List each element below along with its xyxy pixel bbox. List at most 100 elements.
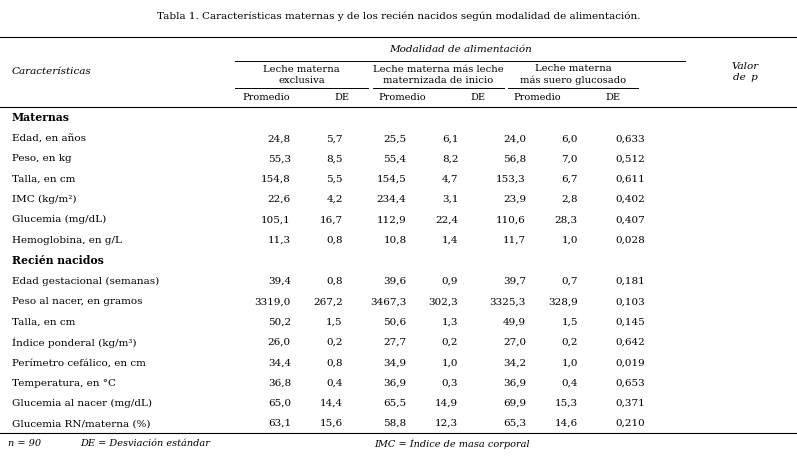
Text: 234,4: 234,4 <box>377 195 406 204</box>
Text: 105,1: 105,1 <box>261 215 291 225</box>
Text: 0,019: 0,019 <box>616 358 646 367</box>
Text: Promedio: Promedio <box>242 93 289 102</box>
Text: 4,2: 4,2 <box>326 195 343 204</box>
Text: 36,9: 36,9 <box>383 378 406 388</box>
Text: 36,8: 36,8 <box>268 378 291 388</box>
Text: 24,8: 24,8 <box>268 134 291 143</box>
Text: Peso, en kg: Peso, en kg <box>12 154 72 164</box>
Text: 5,5: 5,5 <box>326 175 343 184</box>
Text: 1,0: 1,0 <box>561 236 578 245</box>
Text: 69,9: 69,9 <box>503 399 526 408</box>
Text: 0,8: 0,8 <box>326 358 343 367</box>
Text: 24,0: 24,0 <box>503 134 526 143</box>
Text: 63,1: 63,1 <box>268 419 291 428</box>
Text: IMC (kg/m²): IMC (kg/m²) <box>12 195 77 204</box>
Text: 0,407: 0,407 <box>616 215 646 225</box>
Text: Leche materna más leche
maternizada de inicio: Leche materna más leche maternizada de i… <box>373 65 504 84</box>
Text: 39,4: 39,4 <box>268 277 291 286</box>
Text: 12,3: 12,3 <box>435 419 458 428</box>
Text: 0,3: 0,3 <box>442 378 458 388</box>
Text: 3325,3: 3325,3 <box>489 297 526 307</box>
Text: 55,3: 55,3 <box>268 154 291 164</box>
Text: 26,0: 26,0 <box>268 338 291 347</box>
Text: 28,3: 28,3 <box>555 215 578 225</box>
Text: 39,6: 39,6 <box>383 277 406 286</box>
Text: 56,8: 56,8 <box>503 154 526 164</box>
Text: 6,7: 6,7 <box>561 175 578 184</box>
Text: 3467,3: 3467,3 <box>370 297 406 307</box>
Text: 0,2: 0,2 <box>561 338 578 347</box>
Text: DE = Desviación estándar: DE = Desviación estándar <box>80 439 210 448</box>
Text: 15,6: 15,6 <box>320 419 343 428</box>
Text: 267,2: 267,2 <box>313 297 343 307</box>
Text: 23,9: 23,9 <box>503 195 526 204</box>
Text: 49,9: 49,9 <box>503 318 526 327</box>
Text: 0,512: 0,512 <box>616 154 646 164</box>
Text: 0,2: 0,2 <box>442 338 458 347</box>
Text: 0,145: 0,145 <box>616 318 646 327</box>
Text: 1,0: 1,0 <box>442 358 458 367</box>
Text: Leche materna
exclusiva: Leche materna exclusiva <box>263 65 340 84</box>
Text: 4,7: 4,7 <box>442 175 458 184</box>
Text: 0,4: 0,4 <box>561 378 578 388</box>
Text: 0,210: 0,210 <box>616 419 646 428</box>
Text: Modalidad de alimentación: Modalidad de alimentación <box>389 45 532 54</box>
Text: 8,5: 8,5 <box>326 154 343 164</box>
Text: 65,0: 65,0 <box>268 399 291 408</box>
Text: 58,8: 58,8 <box>383 419 406 428</box>
Text: 39,7: 39,7 <box>503 277 526 286</box>
Text: 6,0: 6,0 <box>561 134 578 143</box>
Text: 112,9: 112,9 <box>377 215 406 225</box>
Text: n = 90: n = 90 <box>8 439 41 448</box>
Text: 1,5: 1,5 <box>326 318 343 327</box>
Text: 0,8: 0,8 <box>326 277 343 286</box>
Text: 1,5: 1,5 <box>561 318 578 327</box>
Text: 0,028: 0,028 <box>616 236 646 245</box>
Text: 328,9: 328,9 <box>548 297 578 307</box>
Text: 0,9: 0,9 <box>442 277 458 286</box>
Text: 14,6: 14,6 <box>555 419 578 428</box>
Text: 22,4: 22,4 <box>435 215 458 225</box>
Text: Tabla 1. Características maternas y de los recién nacidos según modalidad de ali: Tabla 1. Características maternas y de l… <box>157 12 640 21</box>
Text: Promedio: Promedio <box>513 93 561 102</box>
Text: 3319,0: 3319,0 <box>254 297 291 307</box>
Text: 22,6: 22,6 <box>268 195 291 204</box>
Text: 154,8: 154,8 <box>261 175 291 184</box>
Text: 154,5: 154,5 <box>377 175 406 184</box>
Text: 10,8: 10,8 <box>383 236 406 245</box>
Text: Leche materna
más suero glucosado: Leche materna más suero glucosado <box>520 65 626 85</box>
Text: Peso al nacer, en gramos: Peso al nacer, en gramos <box>12 297 143 307</box>
Text: 3,1: 3,1 <box>442 195 458 204</box>
Text: 0,2: 0,2 <box>326 338 343 347</box>
Text: DE: DE <box>471 93 485 102</box>
Text: 0,8: 0,8 <box>326 236 343 245</box>
Text: 2,8: 2,8 <box>561 195 578 204</box>
Text: Recién nacidos: Recién nacidos <box>12 255 104 266</box>
Text: 0,633: 0,633 <box>616 134 646 143</box>
Text: 27,7: 27,7 <box>383 338 406 347</box>
Text: 50,2: 50,2 <box>268 318 291 327</box>
Text: 302,3: 302,3 <box>429 297 458 307</box>
Text: 0,402: 0,402 <box>616 195 646 204</box>
Text: 0,4: 0,4 <box>326 378 343 388</box>
Text: Valor
de  p: Valor de p <box>732 62 759 82</box>
Text: 0,7: 0,7 <box>561 277 578 286</box>
Text: 25,5: 25,5 <box>383 134 406 143</box>
Text: 0,181: 0,181 <box>616 277 646 286</box>
Text: 34,9: 34,9 <box>383 358 406 367</box>
Text: 16,7: 16,7 <box>320 215 343 225</box>
Text: DE: DE <box>334 93 349 102</box>
Text: 7,0: 7,0 <box>561 154 578 164</box>
Text: 1,4: 1,4 <box>442 236 458 245</box>
Text: Edad, en años: Edad, en años <box>12 134 86 143</box>
Text: 55,4: 55,4 <box>383 154 406 164</box>
Text: 15,3: 15,3 <box>555 399 578 408</box>
Text: 0,371: 0,371 <box>616 399 646 408</box>
Text: 1,3: 1,3 <box>442 318 458 327</box>
Text: Glucemia RN/materna (%): Glucemia RN/materna (%) <box>12 419 151 428</box>
Text: Edad gestacional (semanas): Edad gestacional (semanas) <box>12 277 159 286</box>
Text: DE: DE <box>606 93 620 102</box>
Text: 65,3: 65,3 <box>503 419 526 428</box>
Text: Hemoglobina, en g/L: Hemoglobina, en g/L <box>12 236 122 245</box>
Text: Talla, en cm: Talla, en cm <box>12 175 76 184</box>
